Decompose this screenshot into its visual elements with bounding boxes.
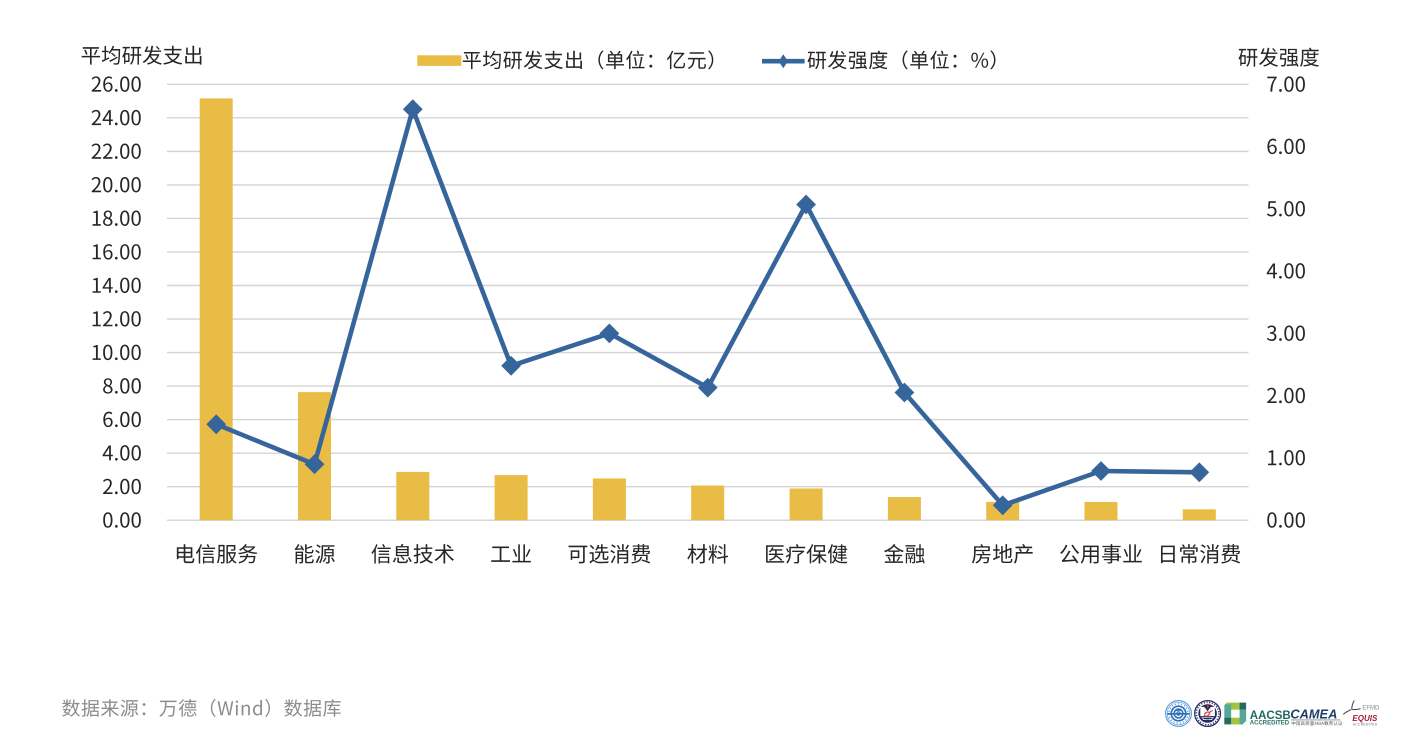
svg-text:EQUIS: EQUIS [1352, 714, 1378, 723]
svg-text:ACCREDITED: ACCREDITED [1250, 721, 1290, 727]
svg-text:EFMD: EFMD [1362, 705, 1380, 711]
svg-text:ACCREDITED: ACCREDITED [1353, 722, 1378, 726]
svg-text:AACSB: AACSB [1250, 710, 1291, 722]
svg-text:CAMEA: CAMEA [1290, 707, 1337, 722]
